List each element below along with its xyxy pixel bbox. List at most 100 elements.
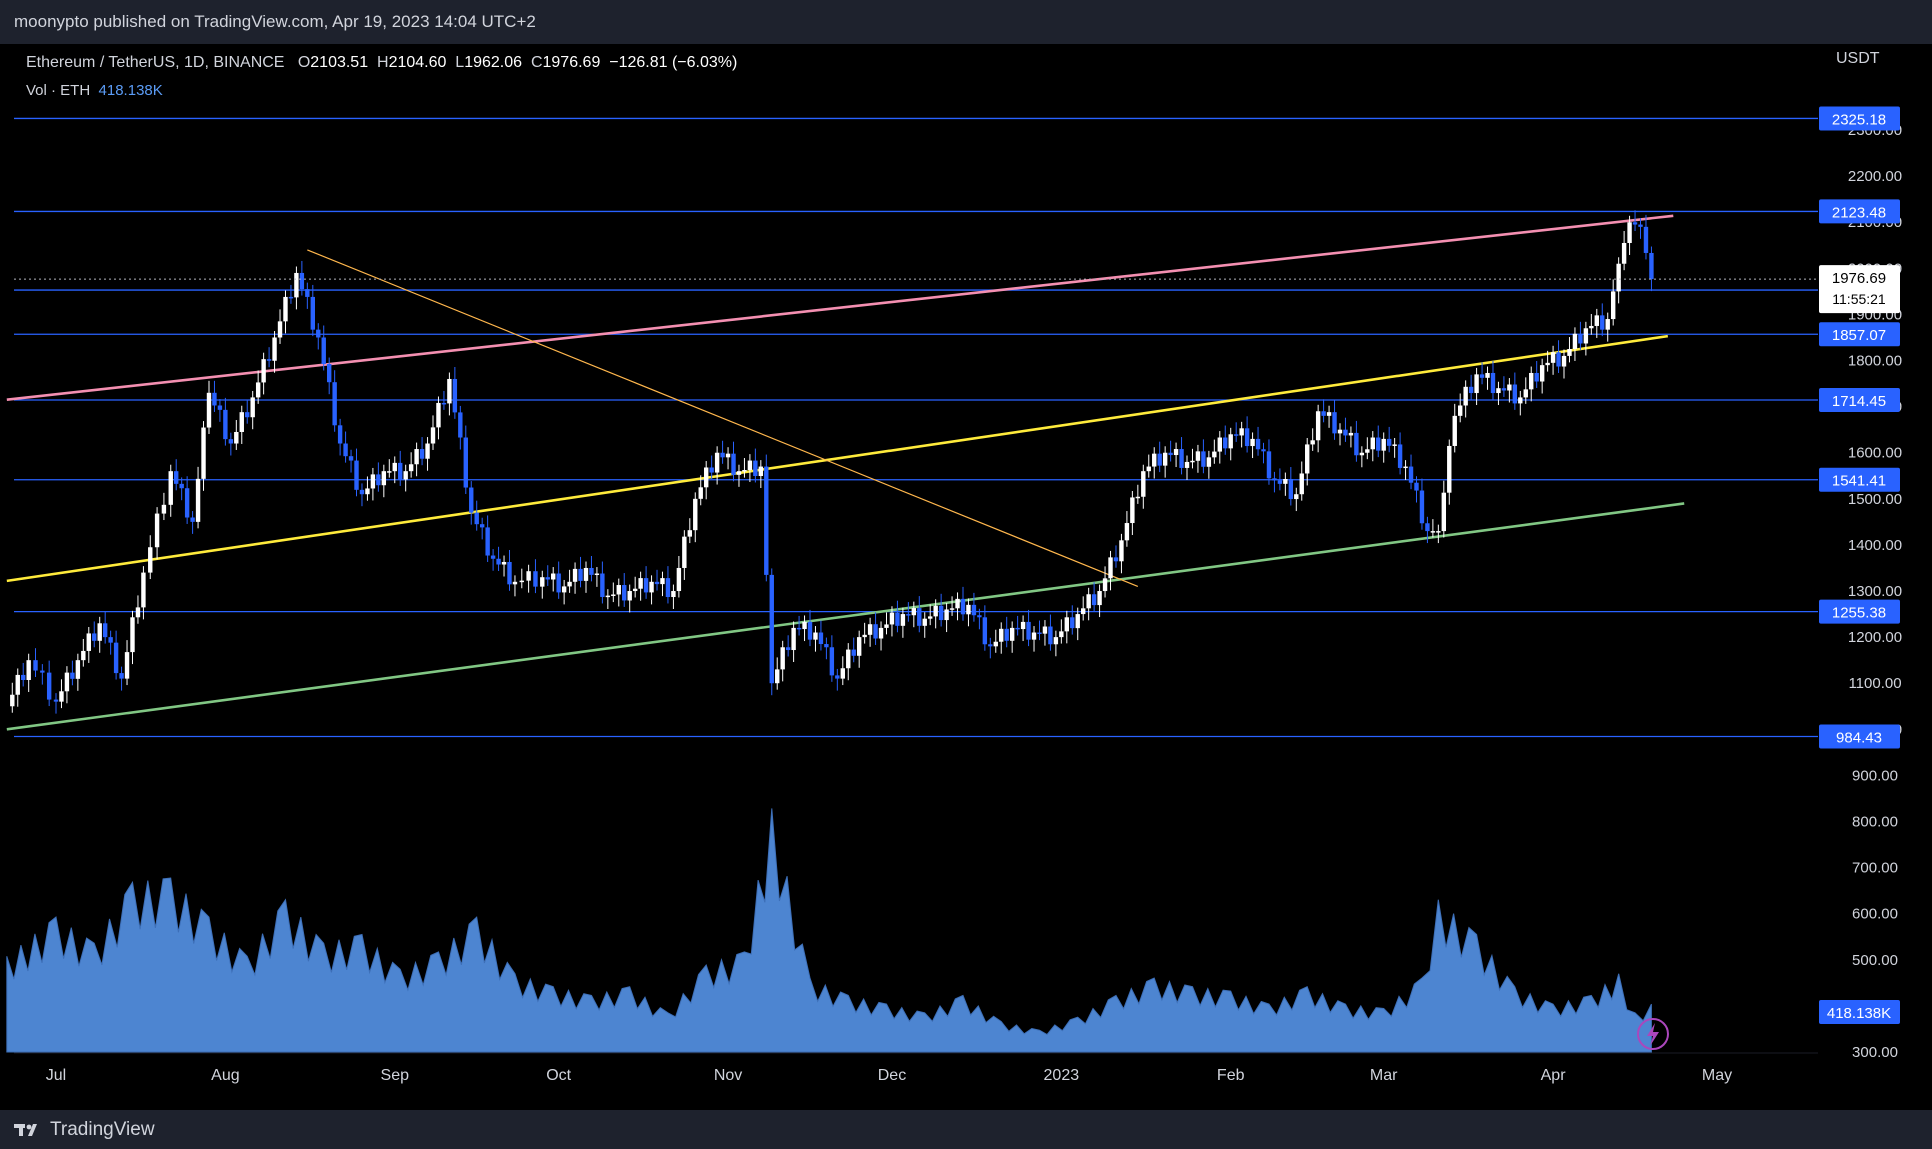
candle-body [1294,494,1299,500]
candle-body [1419,490,1425,524]
candle-body [1075,614,1080,629]
candle-body [119,673,124,679]
candle-body [288,296,294,299]
countdown-label: 11:55:21 [1832,291,1886,307]
volume-label[interactable]: Vol · ETH [26,82,91,99]
candle-body [1649,252,1654,280]
candle-body [168,471,173,505]
candle-body [687,530,693,537]
x-tick-label: 2023 [1044,1067,1080,1084]
candle-body [33,660,38,671]
price-level-label: 984.43 [1836,729,1882,746]
candle-body [1146,466,1151,472]
candle-body [572,568,578,582]
candle-body [46,672,52,700]
tradingview-brand[interactable]: TradingView [14,1119,155,1141]
publisher-bar: moonypto published on TradingView.com, A… [0,0,1932,44]
candle-body [1359,452,1365,456]
candle-body [526,571,531,581]
candle-body [190,517,195,522]
open-label: O [297,54,311,71]
candle-body [955,598,960,609]
trendline-orange [307,249,1139,587]
candle-body [1452,415,1457,446]
candle-body [578,568,583,581]
candle-body [1550,352,1556,363]
candle-body [1414,482,1419,491]
candle-body [1020,621,1026,630]
candle-body [938,605,944,621]
symbol-name[interactable]: Ethereum / TetherUS, 1D, BINANCE [26,54,285,71]
candle-body [605,595,611,598]
candle-body [148,547,153,573]
candle-body [611,594,616,596]
candle-body [1310,440,1315,445]
candle-body [1556,352,1561,367]
y-tick-label: 700.00 [1852,860,1898,877]
volume-badge [1819,1000,1900,1024]
x-tick-label: Nov [714,1067,742,1084]
candle-body [829,647,835,676]
candle-body [102,623,108,638]
chart-area[interactable]: 2300.002200.002100.002000.001900.001800.… [0,44,1932,1110]
candle-body [376,474,381,486]
candle-body [1561,355,1567,367]
candle-body [616,585,621,595]
y-tick-label: 2200.00 [1848,168,1902,185]
candle-body [234,431,239,444]
candle-body [10,694,15,707]
candle-body [1184,461,1190,468]
trendline-pink [6,214,1674,402]
candle-body [802,621,807,630]
candle-body [742,470,747,472]
candle-body [130,617,135,653]
candle-body [97,623,102,641]
candle-body [40,670,45,673]
currency-label[interactable]: USDT [1836,50,1880,67]
candle-body [1621,242,1627,264]
candle-body [791,627,796,651]
candle-body [1233,434,1239,436]
candle-body [277,321,283,338]
candle-body [1572,333,1578,350]
y-tick-label: 800.00 [1852,814,1898,831]
candle-body [469,487,474,513]
candle-body [206,392,212,428]
candle-body [75,660,81,679]
candle-body [725,453,731,458]
candle-body [1430,531,1436,533]
candle-body [764,466,769,575]
x-tick-label: Jul [46,1067,66,1084]
candle-body [1567,349,1572,356]
candle-body [245,412,250,418]
candle-body [425,443,430,459]
candle-body [818,632,824,645]
candle-body [632,588,638,592]
candle-body [452,378,458,413]
candle-body [1447,445,1452,493]
candle-body [949,608,955,610]
candle-body [519,580,524,583]
change-value: −126.81 (−6.03%) [609,54,738,71]
y-tick-label: 600.00 [1852,906,1898,923]
candle-body [1337,429,1343,434]
candle-body [1458,405,1463,416]
candle-body [1064,617,1070,632]
candle-body [21,674,26,680]
candle-body [878,627,884,639]
price-chart-svg[interactable]: 2300.002200.002100.002000.001900.001800.… [0,44,1932,1110]
candle-body [1381,438,1386,451]
last-price-badge [1819,265,1900,314]
candle-body [1610,291,1616,320]
candle-body [1157,453,1162,466]
candle-body [59,691,64,702]
candle-body [1474,374,1479,394]
y-tick-label: 1500.00 [1848,491,1902,508]
candle-body [1397,444,1403,468]
volume-badge-label: 418.138K [1827,1005,1891,1022]
candle-body [1130,497,1135,524]
candle-body [223,409,228,440]
x-tick-label: Dec [878,1067,906,1084]
candle-body [654,581,660,585]
candle-body [906,614,911,616]
